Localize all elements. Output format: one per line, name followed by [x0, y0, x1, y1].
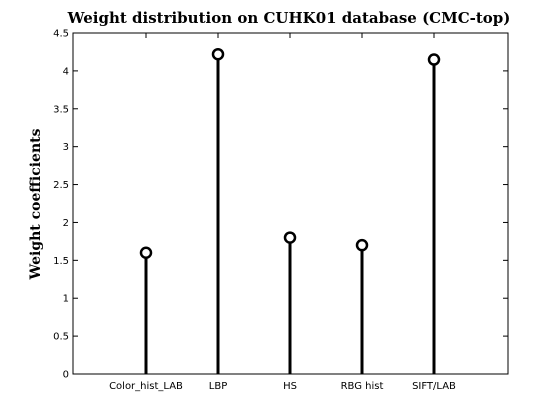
stem-marker [139, 246, 153, 260]
stem-marker [211, 47, 225, 61]
y-tick-label: 0.5 [53, 332, 69, 343]
y-tick-label: 1 [63, 294, 69, 305]
stem-series [139, 47, 441, 374]
y-axis-ticks: 0 0.5 1 1.5 2 2.5 3 3.5 4 4.5 [53, 29, 508, 381]
stem-marker [355, 238, 369, 252]
stem-marker [283, 231, 297, 244]
x-tick-label: LBP [209, 381, 227, 392]
y-tick-label: 2.5 [53, 180, 69, 191]
x-tick-label: SIFT/LAB [412, 381, 456, 392]
x-tick-label: RBG hist [341, 381, 384, 392]
y-tick-label: 0 [63, 370, 69, 381]
stem-marker [427, 53, 441, 66]
y-tick-label: 4.5 [53, 29, 69, 40]
x-axis-ticks: Color_hist_LAB LBP HS RBG hist SIFT/LAB [109, 33, 456, 392]
y-tick-label: 4 [63, 66, 69, 77]
y-tick-label: 3 [63, 142, 69, 153]
y-tick-label: 2 [63, 218, 69, 229]
x-tick-label: HS [283, 381, 297, 392]
y-tick-label: 1.5 [53, 256, 69, 267]
x-tick-label: Color_hist_LAB [109, 381, 183, 392]
y-tick-label: 3.5 [53, 104, 69, 115]
y-axis-label: Weight coefficients [28, 128, 44, 280]
chart-title: Weight distribution on CUHK01 database (… [67, 9, 511, 27]
